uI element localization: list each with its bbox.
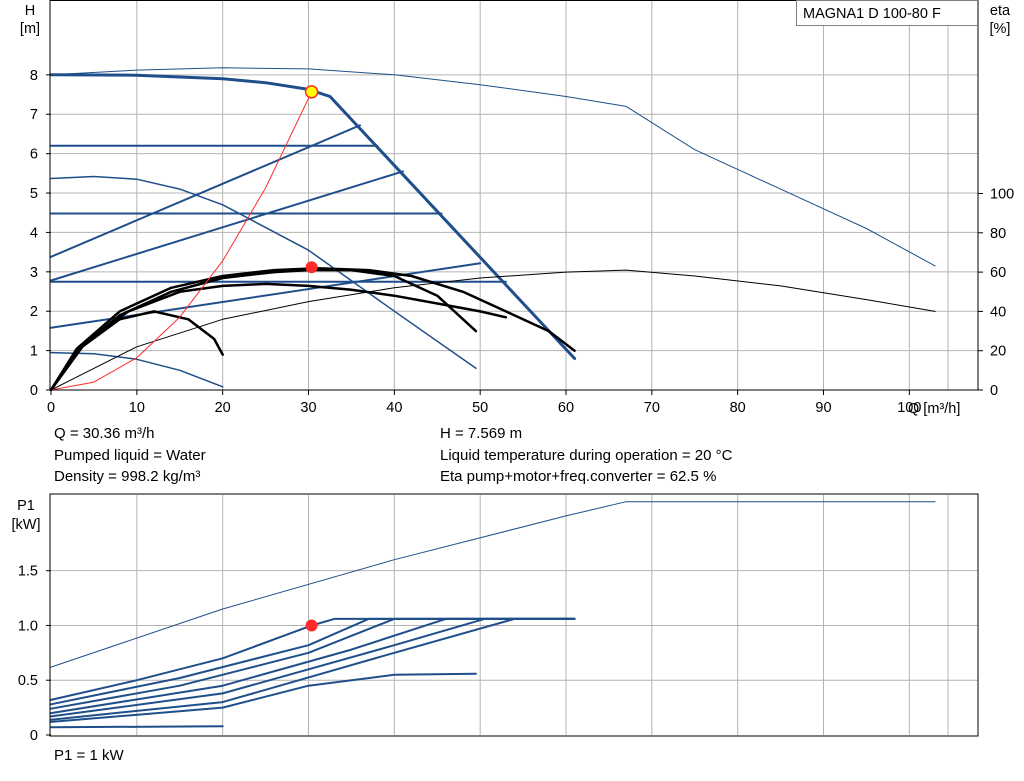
y-right-tick-label: 0 [990,383,998,399]
duty-point-power [305,619,318,632]
y-p1-tick-label: 1.0 [18,618,38,634]
legend-pump-name: MAGNA1 D 100-80 F [796,0,978,26]
x-tick-label: 0 [47,400,55,416]
power_curves-7 [50,725,224,729]
x-tick-label: 90 [815,400,831,416]
power_curves-4 [50,617,576,718]
x-tick-label: 60 [558,400,574,416]
y-left-tick-label: 3 [30,265,38,281]
proportional_pressure_lines-1 [50,170,404,282]
y-axis-unit-eta: [%] [990,21,1011,37]
info-power: P1 = 1 kW [54,747,124,764]
y-axis-label-h: H [25,3,35,19]
x-axis-label-q: Q [m³/h] [908,401,960,417]
y-left-tick-label: 4 [30,225,38,241]
x-tick-label: 80 [730,400,746,416]
bot-ticks: 0 0.5 1.0 1.5 [18,564,51,744]
bottom-plot-frame [49,493,979,737]
x-tick-label: 30 [300,400,316,416]
top-points [304,85,319,274]
duty-point-head [304,85,319,99]
y-right-tick-label: 20 [990,344,1006,360]
y-right-tick-label: 80 [990,226,1006,242]
bot-points [305,619,318,632]
x-tick-label: 70 [644,400,660,416]
y-axis-label-eta: eta [990,3,1011,19]
power_curves-6 [50,672,477,723]
efficiency_curves-3 [49,310,224,392]
head_twin_operation-0 [50,67,936,267]
y-p1-tick-label: 1.5 [18,564,38,580]
top-plot-frame [49,0,979,391]
bot-series [50,501,936,729]
head_max_curve-0 [49,73,577,360]
y-left-tick-label: 0 [30,383,38,399]
y-left-tick-label: 7 [30,107,38,123]
efficiency_curves-0 [49,268,478,392]
x-tick-label: 20 [215,400,231,416]
x-tick-label: 40 [386,400,402,416]
x-tick-label: 10 [129,400,145,416]
power-chart: 0 0.5 1.0 1.5 P1 [kW] [12,493,979,744]
power_curves-2 [50,617,576,710]
efficiency_twin_operation-0 [50,269,936,391]
info-liquid: Pumped liquid = Water [54,447,206,464]
head-efficiency-chart: 0 10 20 30 40 50 60 70 80 90 100012345678020406080… [20,0,1014,417]
power_curves-3 [50,617,576,715]
constant_curves-1 [50,351,224,388]
y-left-tick-label: 6 [30,147,38,163]
power_twin_operation-0 [50,501,936,668]
y-left-tick-label: 5 [30,186,38,202]
bot-grid [51,495,978,735]
info-eta-total: Eta pump+motor+freq.converter = 62.5 % [440,468,717,485]
y-axis-unit-h: [m] [20,21,40,37]
y-right-tick-label: 60 [990,265,1006,281]
y-p1-tick-label: 0.5 [18,673,38,689]
y-left-tick-label: 8 [30,68,38,84]
x-tick-label: 100 [897,400,921,416]
info-density: Density = 998.2 kg/m³ [54,468,201,485]
top-grid [51,1,978,390]
power_curves-1 [50,617,576,706]
constant_curves-0 [50,175,477,370]
y-left-tick-label: 1 [30,344,38,360]
y-axis-label-p1: P1 [17,498,35,514]
x-tick-label: 50 [472,400,488,416]
info-flow: Q = 30.36 m³/h [54,425,155,442]
y-left-tick-label: 2 [30,304,38,320]
top-ticks: 0 10 20 30 40 50 60 70 80 90 100012345678020406080… [30,68,1014,416]
y-p1-tick-label: 0 [30,728,38,744]
top-series [49,67,936,392]
duty-point-efficiency [305,261,318,274]
proportional_pressure_lines-0 [50,124,361,258]
y-right-tick-label: 40 [990,304,1006,320]
y-right-tick-label: 100 [990,187,1014,203]
efficiency_curves-2 [49,282,508,392]
info-head: H = 7.569 m [440,425,523,442]
info-temperature: Liquid temperature during operation = 20… [440,447,733,464]
power_curves-5 [50,617,576,721]
y-axis-unit-p1: [kW] [12,517,41,533]
system_curve-0 [50,91,313,391]
